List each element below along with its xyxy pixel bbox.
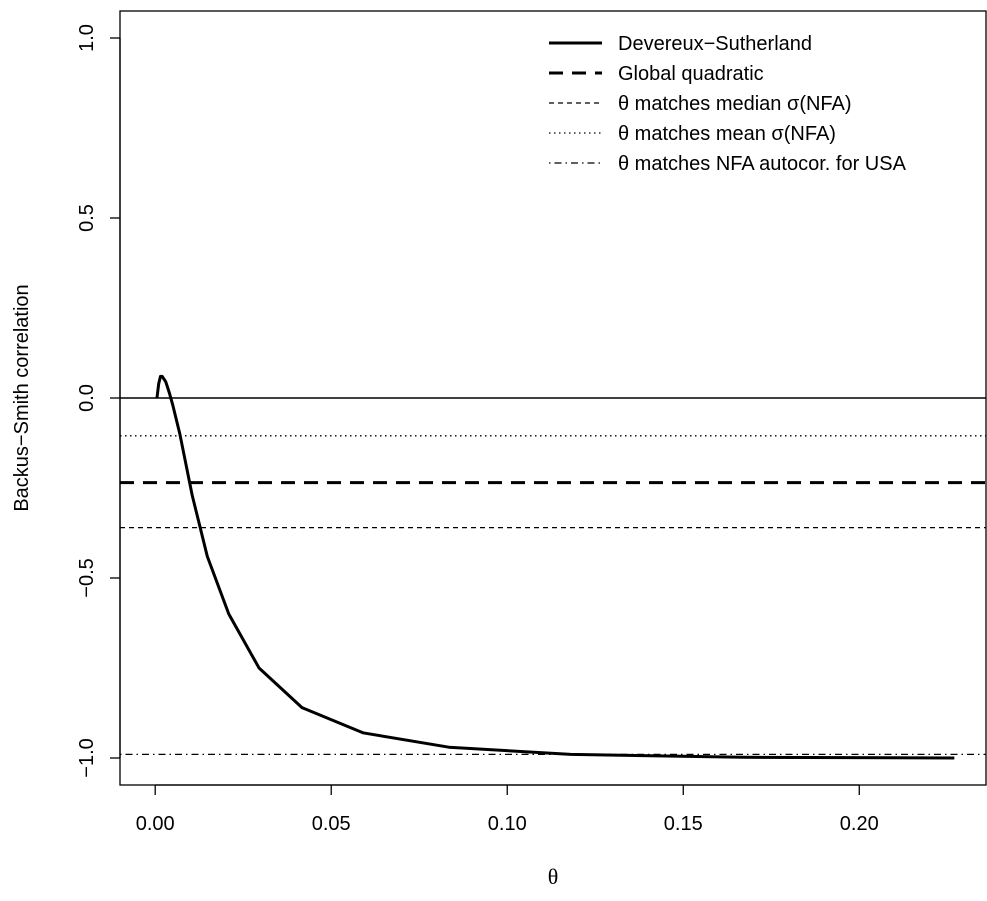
legend-label: θ matches mean σ(NFA): [618, 123, 836, 145]
x-tick-label: 0.00: [136, 813, 175, 835]
x-tick-label: 0.20: [840, 813, 879, 835]
x-tick-label: 0.10: [488, 813, 527, 835]
legend-label: Global quadratic: [618, 63, 764, 85]
y-tick-label: −0.5: [76, 558, 98, 597]
legend: Devereux−Sutherland Global quadratic θ mat…: [549, 33, 907, 175]
legend-label: θ matches NFA autocor. for USA: [618, 153, 907, 175]
y-tick-label: −1.0: [76, 738, 98, 777]
y-tick-label: 0.0: [76, 384, 98, 412]
y-axis-title: Backus−Smith correlation: [11, 284, 33, 511]
x-axis-title: θ: [548, 864, 559, 889]
x-tick-label: 0.05: [312, 813, 351, 835]
series-line-devereux-sutherland: [155, 374, 955, 760]
y-tick-label: 0.5: [76, 204, 98, 232]
legend-label: θ matches median σ(NFA): [618, 93, 852, 115]
y-tick-label: 1.0: [76, 24, 98, 52]
x-tick-label: 0.15: [664, 813, 703, 835]
legend-label: Devereux−Sutherland: [618, 33, 812, 55]
